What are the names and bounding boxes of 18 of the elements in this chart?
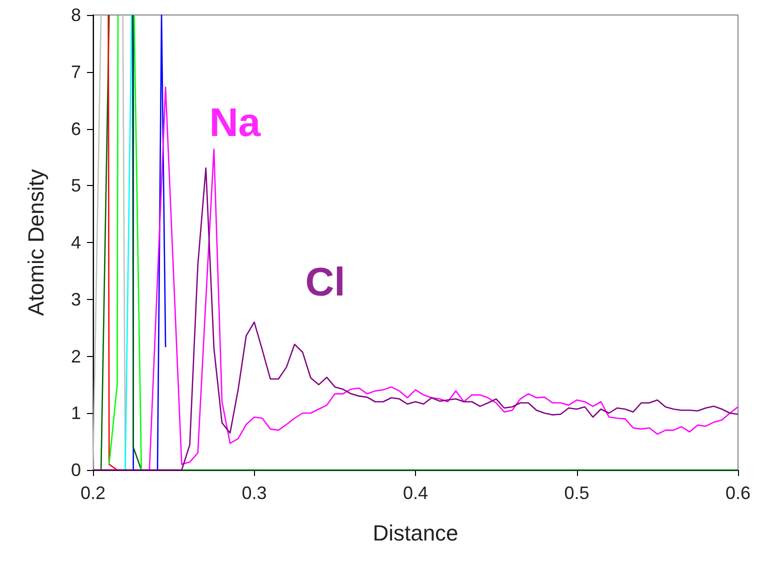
y-tick-label: 6 [70, 118, 81, 139]
x-tick-label: 0.4 [402, 483, 428, 503]
y-tick-label: 7 [70, 62, 81, 82]
y-tick-label: 5 [70, 176, 81, 196]
y-tick-label: 2 [70, 346, 81, 366]
x-tick-label: 0.3 [242, 483, 267, 503]
y-tick-label: 3 [70, 289, 81, 310]
y-tick-label: 4 [70, 232, 81, 252]
x-tick-label: 0.5 [564, 483, 590, 503]
y-tick-label: 0 [70, 460, 81, 480]
x-axis-title: Distance [372, 520, 458, 546]
series-label: Cl [305, 260, 346, 304]
y-axis-title: Atomic Density [24, 169, 48, 316]
y-tick-label: 8 [70, 5, 81, 25]
y-tick-label: 1 [70, 403, 81, 424]
x-tick-label: 0.2 [80, 483, 106, 503]
x-tick-label: 0.6 [725, 483, 751, 503]
series-label: Na [209, 101, 262, 146]
